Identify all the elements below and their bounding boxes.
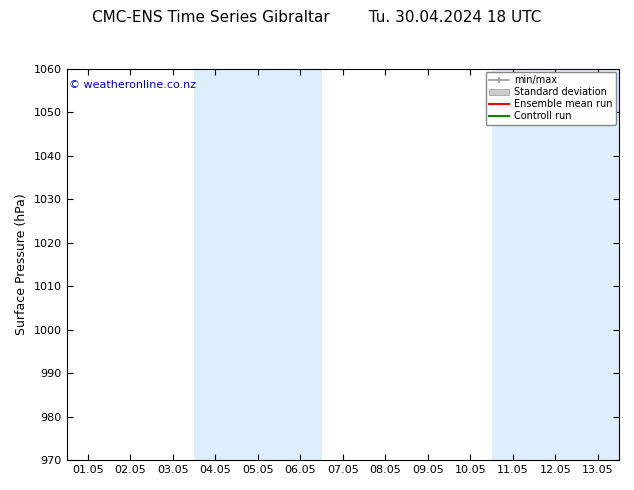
Legend: min/max, Standard deviation, Ensemble mean run, Controll run: min/max, Standard deviation, Ensemble me…: [486, 72, 616, 125]
Y-axis label: Surface Pressure (hPa): Surface Pressure (hPa): [15, 194, 28, 335]
Bar: [194, 69, 321, 460]
Bar: [491, 69, 619, 460]
Text: CMC-ENS Time Series Gibraltar        Tu. 30.04.2024 18 UTC: CMC-ENS Time Series Gibraltar Tu. 30.04.…: [93, 10, 541, 25]
Text: © weatheronline.co.nz: © weatheronline.co.nz: [69, 80, 197, 90]
